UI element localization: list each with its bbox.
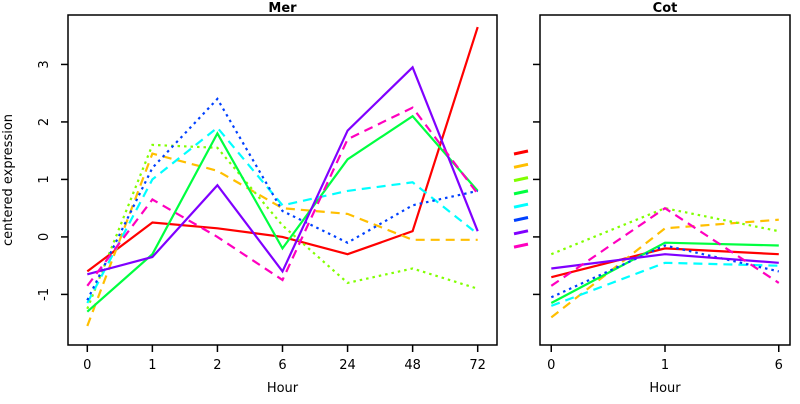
x-tick-label: 24 xyxy=(339,358,356,373)
legend-item-purple xyxy=(513,229,529,236)
x-tick-label: 6 xyxy=(775,358,783,373)
mer-series-blue-line xyxy=(86,97,478,301)
mer-series-purple-line xyxy=(87,65,479,276)
cot-series-yellow-green-line xyxy=(550,207,780,256)
x-tick-label: 0 xyxy=(547,358,555,373)
cot-series-green-line xyxy=(550,241,779,304)
cot-series-magenta-line xyxy=(550,206,780,287)
y-tick-label: 2 xyxy=(37,118,52,126)
x-tick-label: 2 xyxy=(213,358,221,373)
mer-panel-title: Mer xyxy=(268,1,297,16)
cot-series-blue-line xyxy=(550,244,780,299)
y-axis-label: centered expression xyxy=(1,114,16,246)
legend-item-cyan xyxy=(513,202,529,209)
legend-item-orange xyxy=(513,162,529,169)
mer-x-axis-label: Hour xyxy=(267,381,299,396)
legend-item-yellow-green xyxy=(513,176,529,183)
y-tick-label: 0 xyxy=(37,233,52,241)
y-tick-label: 1 xyxy=(37,175,52,183)
mer-plot-box xyxy=(67,14,498,346)
y-tick-label: -1 xyxy=(37,288,52,301)
x-tick-label: 72 xyxy=(469,358,486,373)
mer-series-orange-line xyxy=(86,152,478,327)
mer-series-cyan-line xyxy=(86,126,479,304)
mer-series-yellow-green-line xyxy=(86,143,479,310)
cot-x-axis-label: Hour xyxy=(649,381,681,396)
legend xyxy=(513,149,529,249)
cot-series-red-line xyxy=(551,247,779,279)
mer-series-magenta-line xyxy=(86,106,479,287)
x-tick-label: 1 xyxy=(148,358,156,373)
mer-series-green-line xyxy=(86,114,479,313)
cot-series-purple-line xyxy=(551,253,779,270)
y-tick-label: 3 xyxy=(37,60,52,68)
legend-item-magenta xyxy=(513,242,529,249)
legend-item-red xyxy=(513,149,529,156)
legend-item-green xyxy=(513,189,529,196)
x-tick-label: 0 xyxy=(83,358,91,373)
cot-series-cyan-line xyxy=(550,261,779,307)
mer-panel: -1 0 1 2 3 0 1 2 6 24 48 72 Mer Hour xyxy=(37,1,498,396)
cot-series-orange-line xyxy=(550,218,779,319)
cot-panel: 0 1 6 Cot Hour xyxy=(533,1,791,396)
x-tick-label: 6 xyxy=(278,358,286,373)
x-tick-label: 48 xyxy=(404,358,421,373)
legend-item-blue xyxy=(513,216,529,222)
cot-panel-title: Cot xyxy=(653,1,678,16)
x-tick-label: 1 xyxy=(661,358,669,373)
mer-series-red-line xyxy=(86,26,479,273)
